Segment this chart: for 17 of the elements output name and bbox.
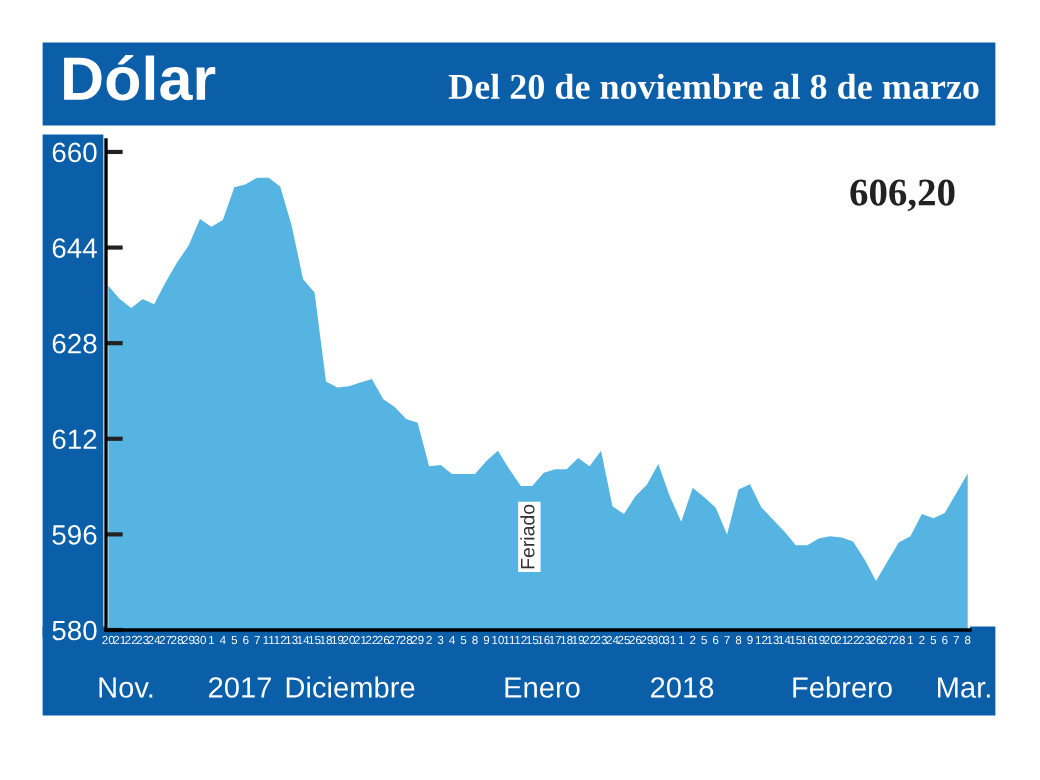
text: Nov. <box>99 677 153 698</box>
chart-title: Dólar <box>64 54 216 101</box>
text: Mar. <box>938 677 990 698</box>
text: Febrero <box>793 676 892 698</box>
text: 2017 <box>209 677 271 698</box>
y-tick-label: 628 <box>52 333 97 354</box>
y-tick-label: 660 <box>52 142 97 163</box>
annotation: 606,20 <box>850 179 955 212</box>
text: Diciembre <box>286 676 415 698</box>
y-tick-label: 580 <box>52 620 97 641</box>
text: 2018 <box>651 677 714 698</box>
y-tick-label: 644 <box>52 238 97 258</box>
text: Enero <box>505 677 580 698</box>
annotation: Feriado <box>520 504 535 569</box>
chart-subtitle: Del 20 de noviembre al 8 de marzo <box>448 73 979 100</box>
y-tick-label: 612 <box>52 429 97 450</box>
y-tick-label: 596 <box>52 525 97 545</box>
